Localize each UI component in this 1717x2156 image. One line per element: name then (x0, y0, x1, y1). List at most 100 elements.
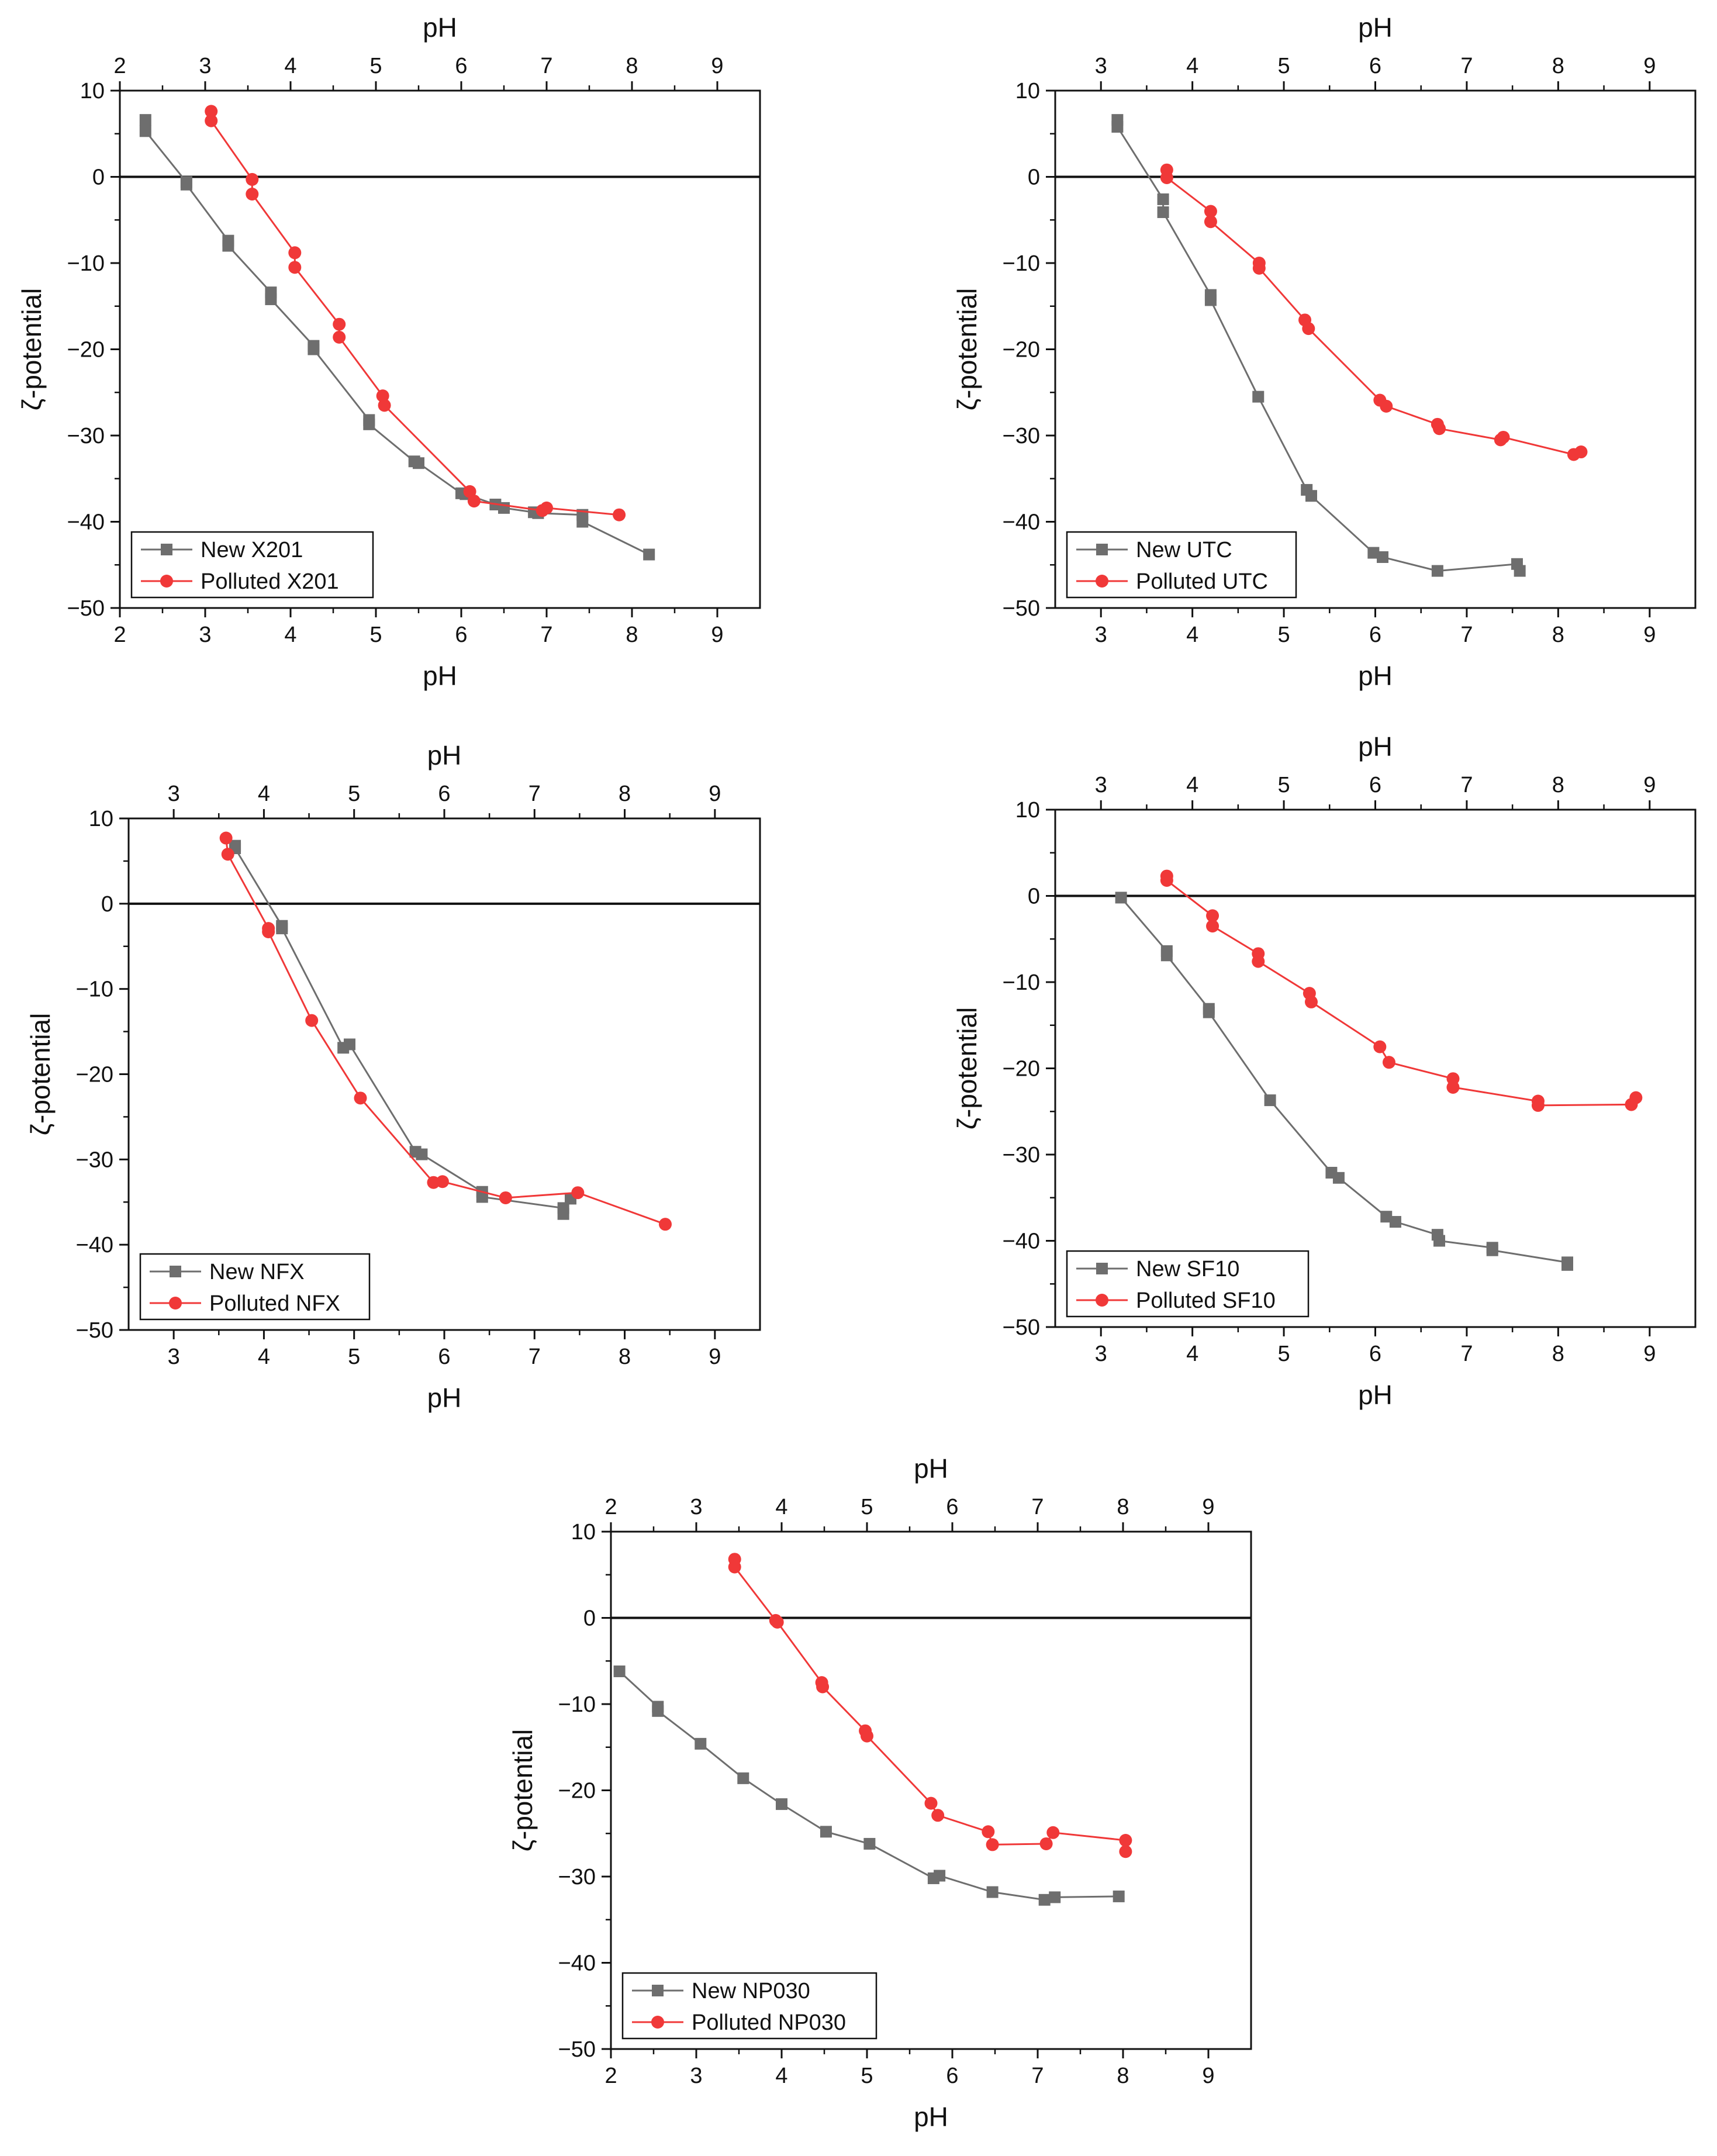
data-point-square (1433, 1235, 1445, 1247)
x-tick-label-bottom: 2 (604, 2064, 617, 2088)
y-tick-label: −20 (76, 1063, 113, 1087)
legend-marker-square (1096, 1263, 1108, 1274)
y-tick-label: 0 (583, 1606, 596, 1631)
x-tick-label-top: 8 (1552, 54, 1564, 78)
x-tick-label-top: 7 (1031, 1495, 1044, 1519)
data-point-square (695, 1737, 707, 1750)
data-point-circle (262, 925, 275, 938)
y-tick-label: −10 (558, 1692, 596, 1717)
x-tick-label-top: 3 (690, 1495, 702, 1519)
legend-label: New NP030 (692, 1979, 810, 2003)
y-tick-label: −40 (1003, 510, 1040, 535)
legend-label: New SF10 (1136, 1257, 1239, 1281)
data-point-circle (1252, 955, 1265, 968)
x-tick-label-bottom: 3 (690, 2064, 702, 2088)
chart-panel-4: 3 3 4 4 5 5 6 6 7 7 8 8 9 9 −50 −40 −30 −20 −10 0 10 pH pH ζ-po… (952, 731, 1697, 1410)
series-line (1166, 876, 1637, 1107)
legend-marker-circle (169, 1297, 182, 1310)
y-tick-label: −30 (67, 424, 105, 448)
data-point-circle (1119, 1834, 1132, 1847)
data-point-circle (540, 501, 553, 514)
data-point-circle (376, 389, 389, 403)
x-axis-title-bottom: pH (1358, 1380, 1393, 1410)
data-point-square (308, 343, 320, 355)
legend-marker-circle (160, 575, 173, 588)
data-point-circle (219, 831, 233, 845)
x-tick-label-bottom: 3 (1095, 1342, 1107, 1366)
x-tick-label-bottom: 8 (1552, 623, 1564, 647)
x-axis-title-bottom: pH (914, 2102, 948, 2132)
x-tick-label-top: 8 (626, 54, 638, 78)
data-point-square (1389, 1216, 1401, 1228)
legend-label: Polluted UTC (1136, 569, 1268, 594)
legend-label: New X201 (201, 538, 303, 562)
x-tick-label-top: 3 (1095, 54, 1107, 78)
x-tick-label-bottom: 8 (1552, 1342, 1564, 1366)
x-tick-label-bottom: 3 (199, 623, 211, 647)
x-tick-label-bottom: 6 (1369, 623, 1381, 647)
y-tick-label: −30 (1003, 1143, 1040, 1167)
x-tick-label-top: 7 (528, 782, 541, 806)
x-axis-title-top: pH (1358, 731, 1393, 762)
series-line (210, 111, 620, 516)
data-point-circle (1302, 322, 1315, 336)
data-point-square (1380, 1211, 1393, 1223)
x-tick-label-bottom: 7 (540, 623, 552, 647)
x-tick-label-top: 3 (1095, 773, 1107, 797)
x-tick-label-bottom: 7 (1031, 2064, 1044, 2088)
chart-panel-3: 3 3 4 4 5 5 6 6 7 7 8 8 9 9 −50 −40 −30 −20 −10 0 10 pH pH ζ-po… (25, 740, 761, 1413)
chart-panel-2: 3 3 4 4 5 5 6 6 7 7 8 8 9 9 −50 −40 −30 −20 −10 0 10 pH pH ζ-po… (952, 12, 1697, 691)
legend-box (130, 531, 374, 599)
series-line (1166, 170, 1582, 456)
data-point-circle (1629, 1091, 1643, 1104)
data-point-circle (1252, 261, 1266, 275)
x-axis-title-bottom: pH (427, 1383, 462, 1413)
data-point-circle (659, 1218, 672, 1231)
data-point-circle (288, 246, 302, 260)
x-tick-label-top: 7 (1460, 54, 1473, 78)
data-point-square (863, 1837, 876, 1850)
x-axis-title-top: pH (427, 740, 462, 771)
y-axis-title: ζ-potential (16, 288, 47, 411)
data-point-square (1332, 1172, 1345, 1184)
x-tick-label-top: 7 (540, 54, 552, 78)
data-point-square (139, 114, 151, 126)
data-point-square (1486, 1244, 1498, 1256)
y-tick-label: 0 (101, 892, 113, 917)
y-tick-label: −20 (1003, 1057, 1040, 1082)
x-tick-label-top: 5 (1278, 773, 1290, 797)
x-tick-label-top: 4 (1186, 773, 1198, 797)
data-point-square (222, 240, 234, 252)
data-point-circle (378, 399, 391, 412)
chart-panel-1: 2 2 3 3 4 4 5 5 6 6 7 7 8 8 9 9 −50 −40 −30 −20 −10 0 10 pH pH ζ-… (16, 12, 761, 691)
plot-frame (1054, 89, 1697, 609)
y-tick-label: −20 (558, 1779, 596, 1803)
x-tick-label-bottom: 9 (1202, 2064, 1214, 2088)
y-tick-label: −10 (67, 251, 105, 276)
data-point-circle (1206, 920, 1219, 933)
data-point-circle (1433, 422, 1446, 436)
y-tick-label: −50 (1003, 596, 1040, 621)
data-point-circle (1305, 995, 1318, 1008)
legend-marker-square (161, 544, 172, 555)
y-tick-label: 0 (1028, 165, 1040, 190)
x-tick-label-bottom: 3 (168, 1345, 180, 1369)
x-tick-label-top: 9 (711, 54, 723, 78)
x-tick-label-top: 6 (1369, 773, 1381, 797)
data-point-square (643, 548, 655, 561)
x-tick-label-top: 5 (1278, 54, 1290, 78)
y-tick-label: −50 (67, 596, 105, 621)
data-point-circle (1382, 1056, 1395, 1069)
x-tick-label-top: 4 (775, 1495, 787, 1519)
x-tick-label-bottom: 8 (619, 1345, 631, 1369)
data-point-square (476, 1191, 488, 1203)
y-tick-label: −40 (67, 510, 105, 535)
x-tick-label-top: 5 (348, 782, 360, 806)
data-point-square (1431, 565, 1443, 577)
x-tick-label-bottom: 6 (946, 2064, 958, 2088)
y-axis-title: ζ-potential (507, 1729, 538, 1852)
x-tick-label-bottom: 9 (709, 1345, 721, 1369)
data-point-circle (221, 848, 234, 861)
data-point-circle (986, 1838, 999, 1851)
data-point-square (613, 1665, 626, 1677)
